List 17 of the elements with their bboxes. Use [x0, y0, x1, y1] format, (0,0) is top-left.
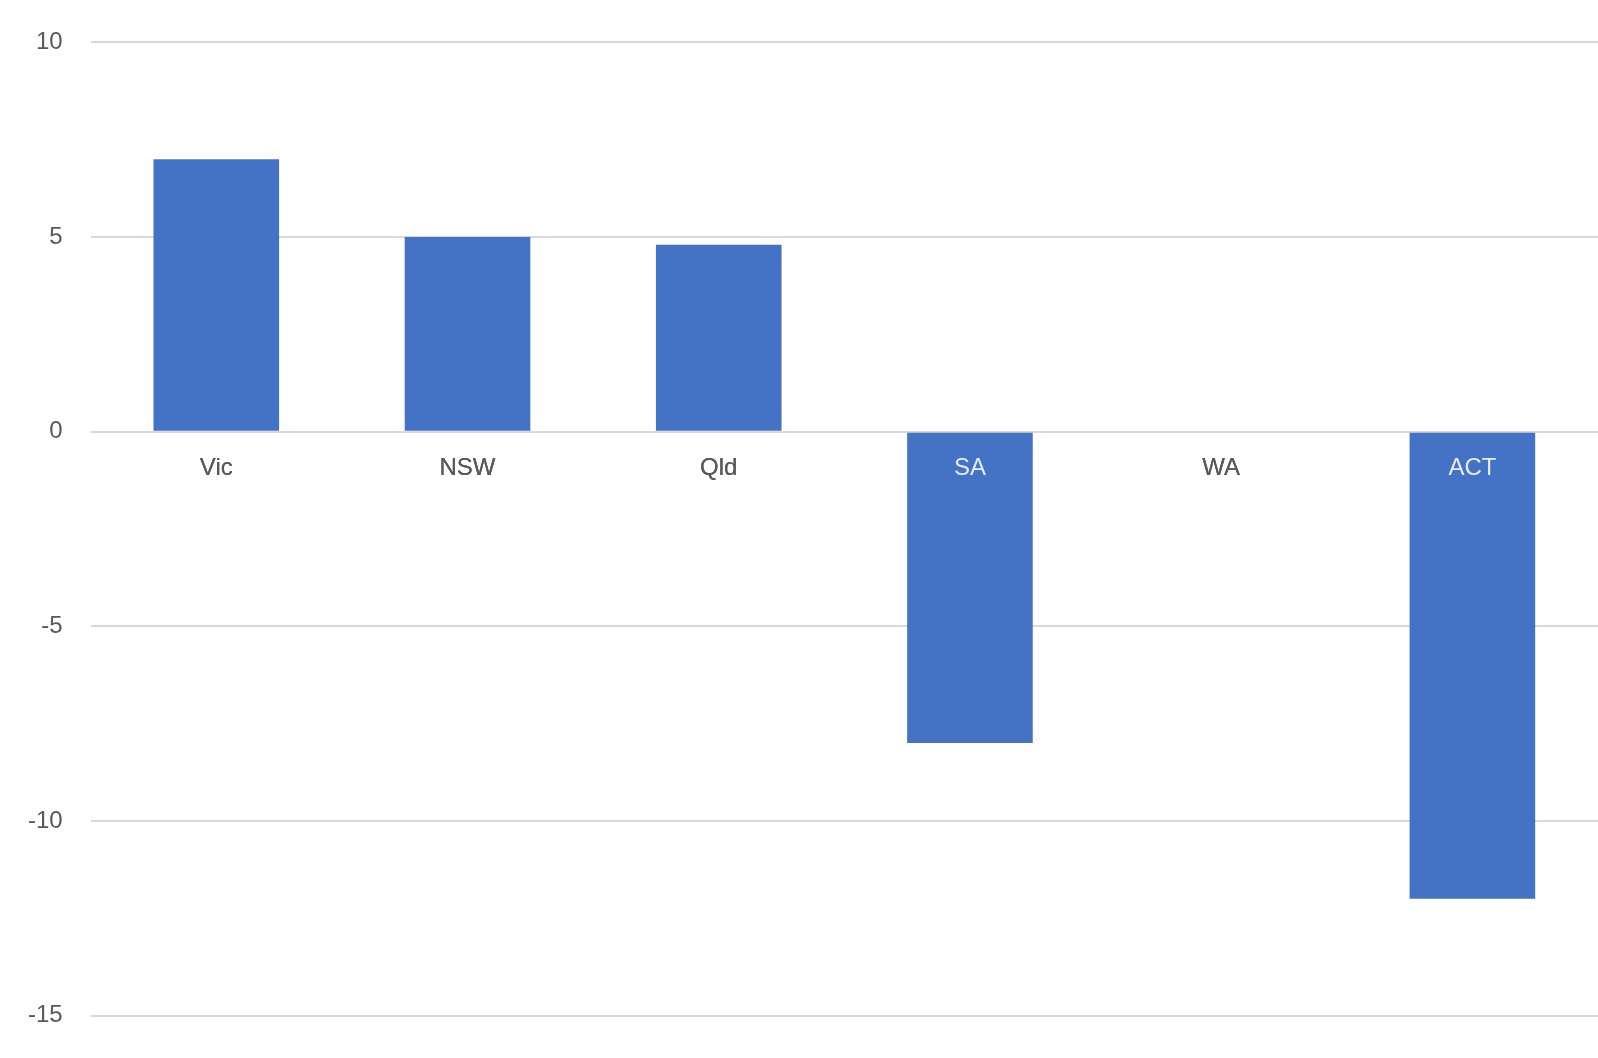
y-tick-label: 0 [49, 416, 63, 444]
bar [153, 159, 280, 431]
x-tick-label: ACT [1448, 452, 1497, 480]
y-tick-label: -15 [28, 1000, 63, 1028]
bar [907, 432, 1033, 744]
bar [1409, 432, 1536, 899]
x-tick-label: Qld [700, 452, 738, 480]
y-tick-label: -5 [41, 610, 63, 638]
x-tick-label: Vic [199, 452, 233, 480]
bar [404, 237, 531, 431]
x-tick-label: WA [1202, 452, 1241, 480]
x-tick-label: NSW [439, 452, 496, 480]
x-tick-label: SA [953, 452, 986, 480]
y-tick-label: 5 [49, 221, 63, 249]
bar [655, 244, 782, 431]
y-tick-label: -10 [28, 805, 63, 833]
y-tick-label: 10 [35, 27, 63, 55]
